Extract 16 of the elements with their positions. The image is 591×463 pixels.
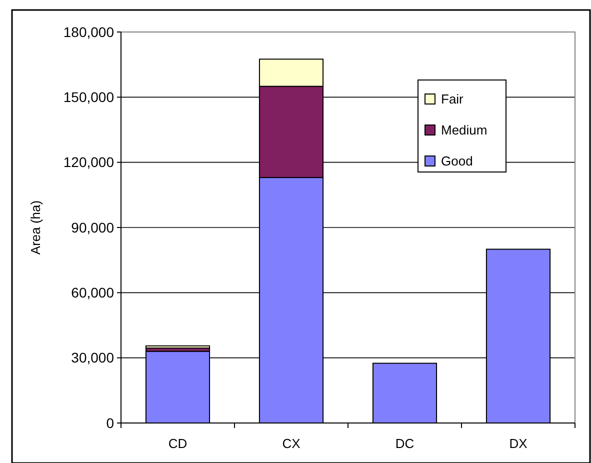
legend-label: Medium — [441, 122, 488, 138]
y-tick-label: 120,000 — [63, 154, 114, 170]
y-tick-label: 60,000 — [71, 284, 114, 301]
x-tick-label: CD — [168, 436, 188, 451]
y-tick-label: 90,000 — [71, 219, 114, 236]
y-tick-label: 180,000 — [63, 24, 114, 40]
y-tick-label: 0 — [106, 414, 114, 431]
y-tick-label: 30,000 — [71, 350, 114, 366]
legend-label: Fair — [441, 92, 464, 107]
x-tick-label: DX — [509, 436, 528, 451]
bar — [145, 345, 210, 349]
legend-label: Good — [441, 154, 473, 169]
x-tick-label: CX — [282, 436, 301, 451]
x-tick-label: DC — [395, 436, 414, 451]
y-tick-label: 150,000 — [63, 89, 114, 106]
y-axis-title: Area (ha) — [28, 200, 43, 255]
